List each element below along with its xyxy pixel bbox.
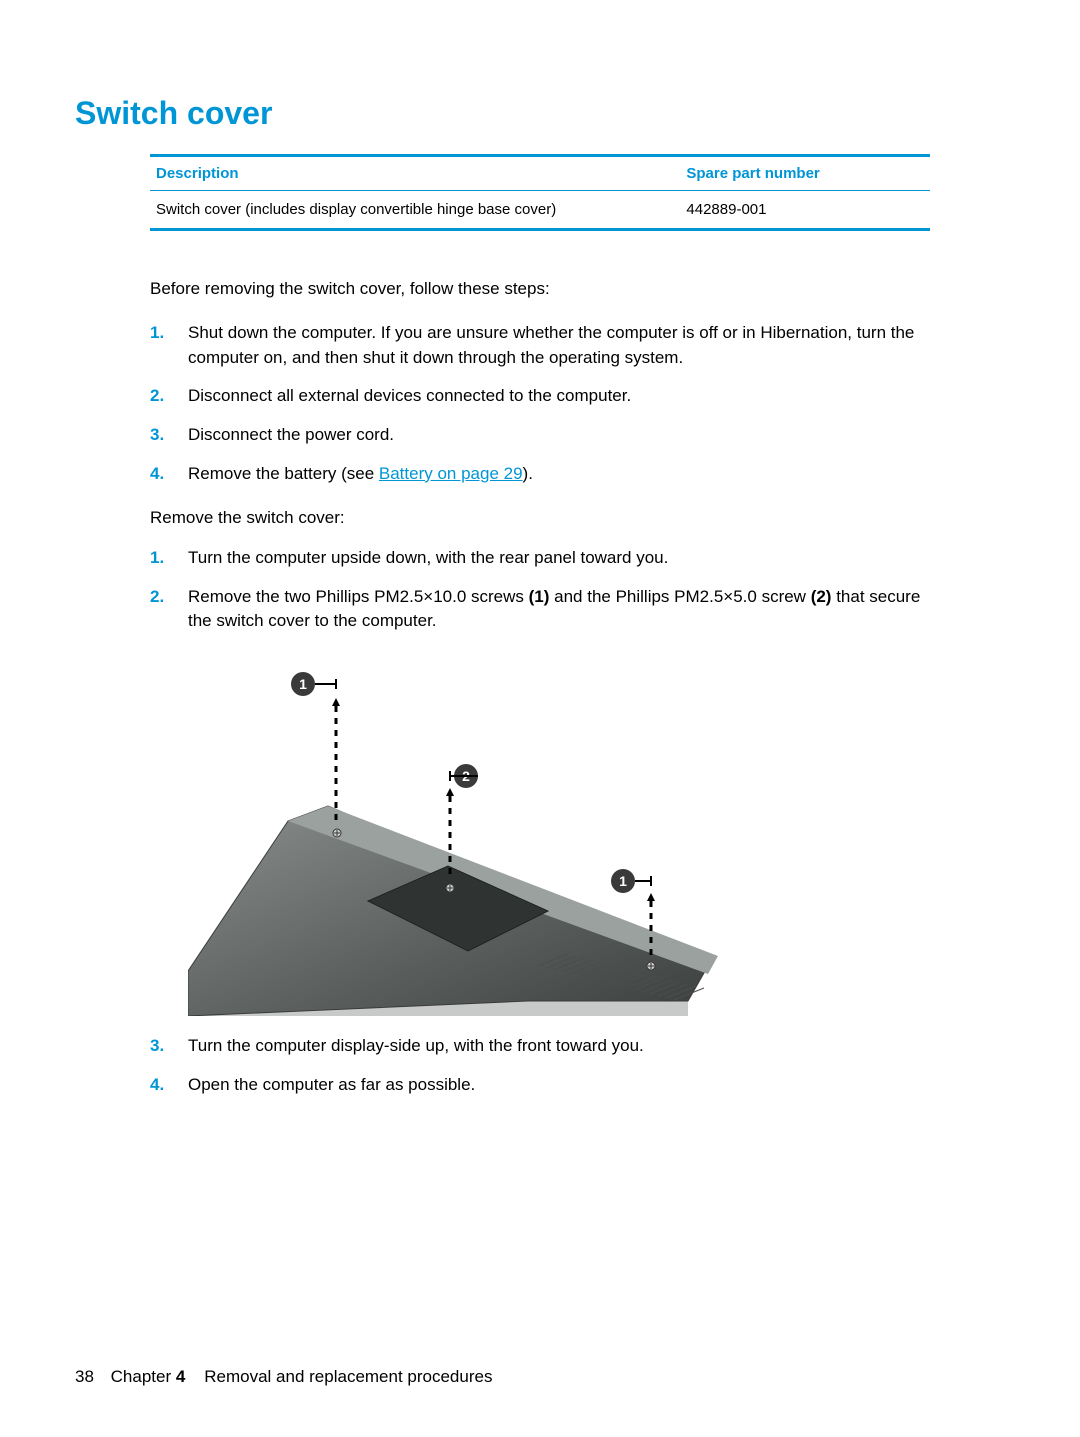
step-item: Disconnect the power cord. bbox=[150, 423, 930, 448]
remove-steps-list-b: Turn the computer display-side up, with … bbox=[150, 1034, 930, 1097]
step-item: Remove the two Phillips PM2.5×10.0 screw… bbox=[150, 585, 930, 634]
step-item: Open the computer as far as possible. bbox=[150, 1073, 930, 1098]
step-item: Remove the battery (see Battery on page … bbox=[150, 462, 930, 487]
step-item: Disconnect all external devices connecte… bbox=[150, 384, 930, 409]
page-number: 38 bbox=[75, 1367, 94, 1386]
battery-link[interactable]: Battery on page 29 bbox=[379, 464, 523, 483]
step-text-before: Remove the battery (see bbox=[188, 464, 379, 483]
intro-text: Before removing the switch cover, follow… bbox=[150, 279, 930, 299]
cell-sparepart: 442889-001 bbox=[680, 191, 930, 230]
prep-steps-list: Shut down the computer. If you are unsur… bbox=[150, 321, 930, 486]
step-item: Turn the computer display-side up, with … bbox=[150, 1034, 930, 1059]
parts-table: Description Spare part number Switch cov… bbox=[150, 154, 930, 231]
section-heading: Switch cover bbox=[75, 95, 1005, 132]
remove-lead: Remove the switch cover: bbox=[150, 508, 930, 528]
page-footer: 38 Chapter 4 Removal and replacement pro… bbox=[75, 1367, 492, 1387]
figure-svg: 121 bbox=[188, 656, 718, 1016]
chapter-label: Chapter bbox=[111, 1367, 171, 1386]
chapter-number: 4 bbox=[176, 1367, 185, 1386]
svg-text:1: 1 bbox=[619, 873, 627, 889]
cell-description: Switch cover (includes display convertib… bbox=[150, 191, 680, 230]
step-text-after: ). bbox=[523, 464, 533, 483]
screw-location-figure: 121 bbox=[188, 656, 930, 1016]
parts-table-wrap: Description Spare part number Switch cov… bbox=[150, 154, 930, 231]
step-item: Turn the computer upside down, with the … bbox=[150, 546, 930, 571]
remove-steps-list-a: Turn the computer upside down, with the … bbox=[150, 546, 930, 634]
col-description-header: Description bbox=[150, 156, 680, 191]
table-row: Switch cover (includes display convertib… bbox=[150, 191, 930, 230]
step-item: Shut down the computer. If you are unsur… bbox=[150, 321, 930, 370]
col-sparepart-header: Spare part number bbox=[680, 156, 930, 191]
svg-text:1: 1 bbox=[299, 676, 307, 692]
chapter-title: Removal and replacement procedures bbox=[190, 1367, 492, 1386]
